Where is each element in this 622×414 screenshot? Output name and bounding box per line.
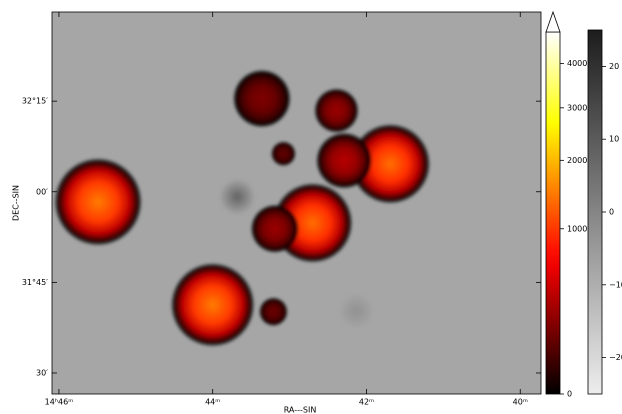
colorbar-tick-label: 0 xyxy=(567,390,572,399)
colorbar-tick-label: 4000 xyxy=(567,59,587,68)
y-axis-label: DEC--SIN xyxy=(12,185,21,221)
y-tick-label: 00′ xyxy=(36,187,48,196)
y-tick-label: 32°15′ xyxy=(22,97,48,106)
x-tick-label: 44ᵐ xyxy=(205,398,220,407)
colorbar-tick-label: 3000 xyxy=(567,103,587,112)
source xyxy=(170,262,255,347)
source xyxy=(350,123,431,204)
colorbar-extend xyxy=(545,10,561,33)
source xyxy=(251,204,299,253)
source xyxy=(314,88,359,133)
x-tick-label: 40ᵐ xyxy=(513,398,528,407)
colorbar-tick-label: 0 xyxy=(609,208,614,217)
x-axis-label: RA---SIN xyxy=(284,406,317,414)
colorbar xyxy=(545,31,561,395)
plot-frame xyxy=(51,11,542,395)
x-tick-label: 14ʰ46ᵐ xyxy=(45,398,74,407)
residual-feature xyxy=(219,178,256,215)
source xyxy=(54,158,142,246)
y-tick-label: 31°45′ xyxy=(22,278,48,287)
source xyxy=(271,141,296,166)
colorbar-tick-label: 1000 xyxy=(567,224,587,233)
source xyxy=(233,69,291,128)
image xyxy=(54,69,431,347)
colorbar xyxy=(587,29,603,395)
colorbar-tick-label: −20 xyxy=(609,353,622,362)
y-tick-label: 30′ xyxy=(36,368,48,377)
residual-feature xyxy=(338,292,375,330)
colorbar-tick-label: 2000 xyxy=(567,156,587,165)
source xyxy=(316,132,373,189)
colorbar-tick-label: 10 xyxy=(609,135,619,144)
source xyxy=(259,297,288,326)
x-tick-label: 42ᵐ xyxy=(359,398,374,407)
colorbar-tick-label: 20 xyxy=(609,62,619,71)
colorbar-tick-label: −10 xyxy=(609,280,622,289)
